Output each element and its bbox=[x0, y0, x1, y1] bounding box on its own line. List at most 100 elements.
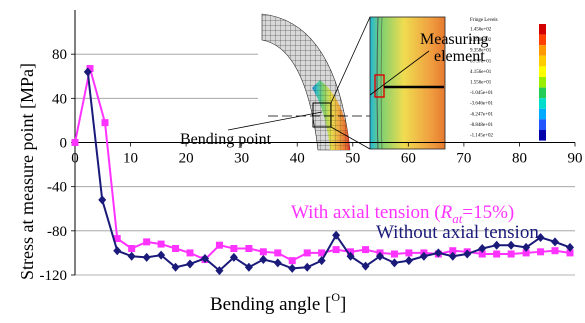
data-point bbox=[404, 256, 413, 266]
fringe-level-label: 6.757e+01 bbox=[470, 59, 492, 64]
data-point bbox=[186, 249, 194, 257]
data-point bbox=[113, 246, 122, 256]
y-axis-label: Stress at measure point [MPa] bbox=[17, 63, 37, 280]
fringe-swatch bbox=[539, 98, 546, 109]
x-tick-label: 0 bbox=[71, 151, 79, 167]
data-point bbox=[362, 246, 370, 254]
data-point bbox=[172, 245, 180, 252]
data-point bbox=[127, 251, 136, 261]
fringe-swatch bbox=[539, 24, 546, 35]
fringe-level-label: 9.358e+01 bbox=[470, 49, 492, 54]
legend-with-axial-tension: With axial tension (Rat=15%) bbox=[291, 202, 514, 226]
measuring-element-label: Measuring element bbox=[420, 31, 492, 65]
fringe-swatch bbox=[539, 87, 546, 99]
data-point bbox=[522, 249, 530, 257]
legend-without-axial-tension: Without axial tension bbox=[376, 222, 539, 243]
x-tick-label: 50 bbox=[345, 151, 360, 167]
data-point bbox=[288, 263, 297, 273]
series-without-axial-tension bbox=[83, 67, 574, 276]
data-point bbox=[157, 240, 165, 248]
fringe-level-label: 1.196e+02 bbox=[470, 38, 492, 43]
data-point bbox=[83, 67, 92, 77]
data-point bbox=[434, 248, 443, 258]
fringe-swatch bbox=[539, 45, 546, 56]
data-point bbox=[507, 250, 515, 258]
data-point bbox=[128, 245, 136, 252]
data-point bbox=[332, 246, 340, 254]
data-point bbox=[463, 249, 472, 259]
data-point bbox=[245, 245, 253, 252]
x-tick-label: 10 bbox=[123, 151, 138, 167]
data-point bbox=[419, 251, 428, 261]
data-point bbox=[405, 249, 413, 257]
data-point bbox=[157, 250, 166, 260]
x-axis-label: Bending angle [O] bbox=[210, 290, 346, 315]
data-point bbox=[317, 256, 326, 266]
data-point bbox=[449, 247, 457, 255]
fringe-title: Fringe Levels bbox=[470, 18, 498, 23]
data-point bbox=[303, 249, 311, 257]
x-tick-label: 80 bbox=[512, 151, 527, 167]
fringe-level-label: -3.646e+01 bbox=[470, 102, 493, 107]
data-point bbox=[361, 261, 370, 271]
data-point bbox=[318, 249, 326, 257]
data-point bbox=[390, 258, 399, 268]
fringe-swatch bbox=[539, 119, 546, 130]
fem-inset-picture: Fringe Levels 1.456e+02 1.196e+02 9.358e+0… bbox=[180, 10, 580, 151]
data-point bbox=[522, 242, 531, 252]
data-point bbox=[274, 249, 282, 257]
x-tick-label: 90 bbox=[568, 151, 583, 167]
data-point bbox=[259, 248, 267, 256]
data-point bbox=[478, 244, 487, 253]
data-point bbox=[201, 253, 209, 263]
fringe-level-label: 1.456e+02 bbox=[470, 28, 492, 33]
fringe-level-label: -1.045e+01 bbox=[470, 91, 493, 96]
data-point bbox=[98, 195, 107, 205]
data-point bbox=[507, 240, 516, 250]
fringe-swatch bbox=[539, 34, 546, 46]
data-point bbox=[142, 252, 151, 262]
data-point bbox=[229, 252, 238, 262]
fringe-swatch bbox=[539, 108, 546, 120]
data-point bbox=[492, 240, 501, 250]
data-point bbox=[303, 262, 312, 272]
series-with-axial-tension bbox=[71, 65, 574, 265]
data-point bbox=[448, 251, 457, 261]
bending-point-label: Bending point bbox=[180, 131, 272, 148]
fringe-level-label: 1.556e+01 bbox=[470, 81, 492, 86]
x-tick-label: 60 bbox=[401, 151, 416, 167]
data-point bbox=[244, 262, 253, 272]
data-point bbox=[101, 119, 109, 127]
fringe-level-label: -6.247e+01 bbox=[470, 112, 493, 117]
y-tick-label: -80 bbox=[47, 224, 67, 240]
x-tick-label: 20 bbox=[179, 151, 194, 167]
data-point bbox=[273, 258, 282, 268]
data-point bbox=[551, 237, 559, 247]
data-point bbox=[86, 65, 94, 73]
y-tick-label: -120 bbox=[40, 268, 68, 284]
x-tick-label: 40 bbox=[290, 151, 305, 167]
y-tick-label: 0 bbox=[60, 136, 68, 152]
data-point bbox=[215, 266, 224, 276]
y-tick-label: 40 bbox=[52, 91, 67, 107]
data-point bbox=[390, 250, 398, 258]
data-point bbox=[259, 255, 268, 265]
data-point bbox=[376, 251, 384, 261]
fringe-level-label: -1.145e+02 bbox=[470, 134, 493, 139]
data-point bbox=[537, 248, 545, 256]
fringe-swatch bbox=[539, 66, 546, 77]
fringe-swatch bbox=[539, 55, 546, 67]
data-point bbox=[346, 251, 355, 261]
x-tick-label: 30 bbox=[234, 151, 249, 167]
data-point bbox=[551, 247, 559, 255]
data-point bbox=[288, 257, 296, 265]
data-point bbox=[332, 230, 341, 240]
data-point bbox=[215, 241, 223, 249]
x-tick-label: 70 bbox=[456, 151, 471, 167]
data-point bbox=[566, 249, 574, 257]
data-point bbox=[536, 232, 545, 242]
fringe-level-label: -8.848e+01 bbox=[470, 123, 493, 128]
series-line bbox=[86, 71, 571, 272]
